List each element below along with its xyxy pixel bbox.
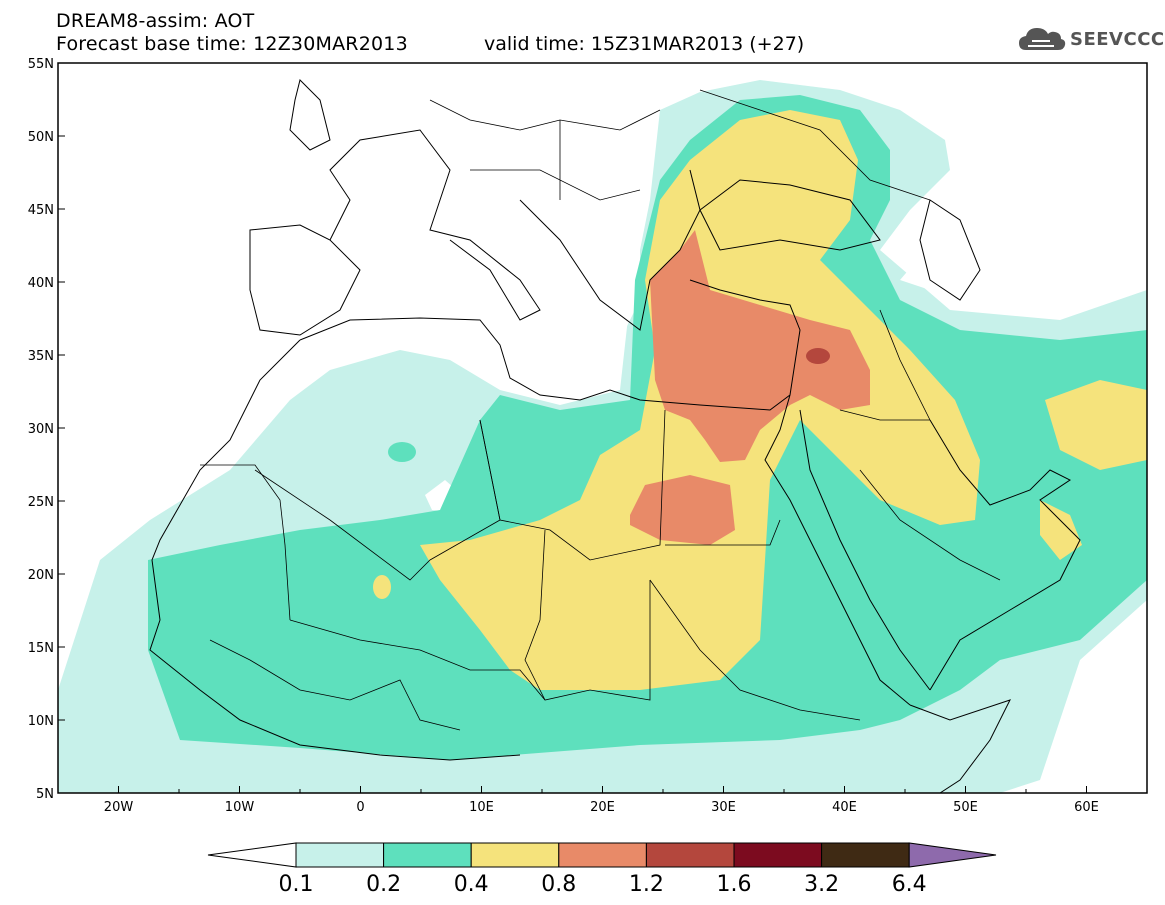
border-sahel bbox=[289, 580, 651, 701]
aot-region-0.4-east bbox=[1045, 380, 1147, 470]
lat-tick-label: 5N bbox=[36, 787, 54, 802]
map-title: DREAM8-assim: AOT bbox=[56, 10, 255, 32]
coast-black-sea bbox=[699, 179, 881, 251]
lon-tick-label: 10W bbox=[225, 800, 255, 815]
aot-blob-0.4-a bbox=[373, 575, 391, 599]
colorbar-under-triangle bbox=[207, 842, 297, 868]
colorbar-box bbox=[470, 842, 560, 868]
lat-tick-label: 55N bbox=[28, 57, 54, 72]
aot-region-0.4-oman bbox=[1040, 500, 1082, 560]
border-russia bbox=[699, 89, 931, 201]
lon-tick-label: 40E bbox=[832, 800, 857, 815]
coast-west-africa bbox=[149, 339, 521, 761]
forecast-base-time: Forecast base time: 12Z30MAR2013 bbox=[56, 33, 408, 55]
axis-tick-labels: 20W 10W 0 10E 20E 30E 40E 50E 60E 55N 50N 45N 40N 35N… bbox=[28, 57, 1099, 815]
lon-tick-label: 20W bbox=[104, 800, 134, 815]
colorbar-label: 1.6 bbox=[716, 872, 752, 897]
colorbar-label: 1.2 bbox=[628, 872, 664, 897]
coast-iberia bbox=[249, 224, 361, 336]
lat-tick-label: 45N bbox=[28, 203, 54, 218]
aot-blob-0.2-a bbox=[388, 442, 416, 462]
colorbar-label: 0.2 bbox=[366, 872, 402, 897]
colorbar-box bbox=[558, 842, 647, 868]
lon-tick-label: 0 bbox=[356, 800, 364, 815]
logo-text: SEEVCCC bbox=[1070, 28, 1165, 50]
border-western-sahara bbox=[200, 464, 291, 621]
border-arabia bbox=[839, 409, 1001, 581]
aot-region-0.8-b bbox=[630, 475, 735, 545]
border-europe bbox=[429, 99, 661, 201]
aot-region-1.2 bbox=[806, 348, 830, 364]
lon-tick-label: 60E bbox=[1074, 800, 1099, 815]
coast-france-italy bbox=[329, 129, 541, 321]
clear-area-2 bbox=[900, 245, 1147, 300]
lat-tick-label: 35N bbox=[28, 349, 54, 364]
border-egypt bbox=[665, 519, 781, 546]
lat-tick-label: 10N bbox=[28, 714, 54, 729]
colorbar-box bbox=[733, 842, 823, 868]
coast-red-sea-east bbox=[799, 409, 931, 691]
valid-time: valid time: 15Z31MAR2013 (+27) bbox=[484, 33, 805, 55]
lon-tick-label: 10E bbox=[469, 800, 494, 815]
coast-uk bbox=[289, 79, 331, 151]
colorbar-label: 0.1 bbox=[278, 872, 314, 897]
colorbar bbox=[207, 842, 997, 868]
aot-region-0.8 bbox=[650, 230, 870, 462]
borders bbox=[200, 89, 1001, 731]
cloud-icon bbox=[1019, 28, 1066, 50]
lat-tick-label: 15N bbox=[28, 641, 54, 656]
coast-north-africa bbox=[299, 317, 791, 411]
colorbar-label: 3.2 bbox=[804, 872, 840, 897]
lon-tick-label: 30E bbox=[711, 800, 736, 815]
coast-horn bbox=[909, 699, 1011, 793]
lat-tick-label: 20N bbox=[28, 568, 54, 583]
lat-tick-label: 40N bbox=[28, 276, 54, 291]
map-frame bbox=[57, 62, 1148, 794]
seevccc-logo: SEEVCCC bbox=[1018, 26, 1165, 52]
border-sudan bbox=[649, 579, 861, 721]
coast-caspian bbox=[919, 199, 981, 301]
lon-tick-label: 20E bbox=[590, 800, 615, 815]
border-west-africa bbox=[209, 639, 461, 731]
border-iran bbox=[879, 309, 931, 421]
colorbar-box bbox=[645, 842, 735, 868]
border-chad bbox=[524, 529, 546, 701]
colorbar-box bbox=[295, 842, 385, 868]
coast-persian-gulf bbox=[929, 419, 1081, 691]
border-libya bbox=[479, 409, 666, 561]
lat-tick-label: 50N bbox=[28, 130, 54, 145]
lat-tick-label: 25N bbox=[28, 495, 54, 510]
colorbar-box bbox=[821, 842, 910, 868]
coast-turkey bbox=[689, 279, 801, 396]
lat-tick-label: 30N bbox=[28, 422, 54, 437]
coast-red-sea bbox=[764, 394, 911, 706]
coastlines bbox=[149, 79, 1081, 793]
colorbar-label: 6.4 bbox=[891, 872, 927, 897]
colorbar-over-triangle bbox=[908, 842, 997, 868]
colorbar-label: 0.4 bbox=[453, 872, 489, 897]
coast-balkans bbox=[519, 169, 701, 331]
colorbar-label: 0.8 bbox=[541, 872, 577, 897]
colorbar-box bbox=[383, 842, 472, 868]
lon-tick-label: 50E bbox=[953, 800, 978, 815]
